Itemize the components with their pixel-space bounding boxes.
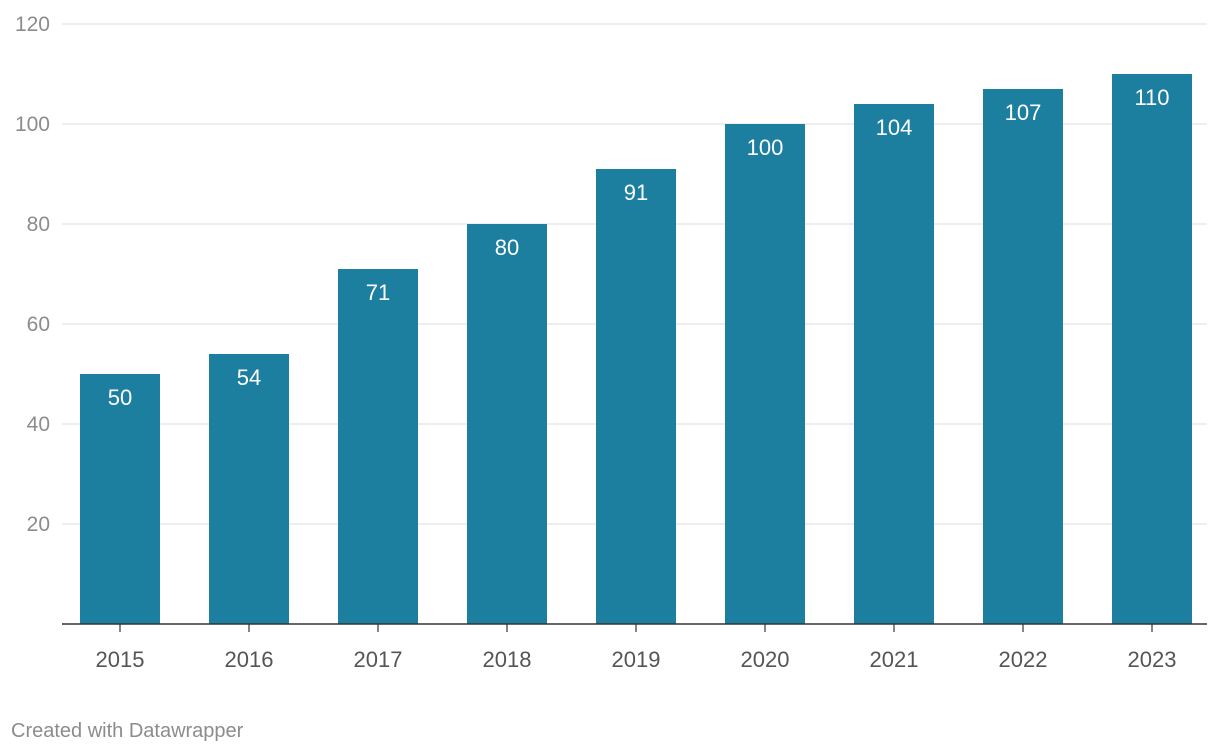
x-axis-tick-labels: 2015 2016 2017 2018 2019 2020 2021 2022 2023: [96, 647, 1177, 672]
bar: [983, 89, 1063, 624]
bar-value-label: 80: [495, 235, 519, 260]
bar-value-label: 50: [108, 385, 132, 410]
x-tick-label: 2022: [999, 647, 1048, 672]
bar-value-label: 91: [624, 180, 648, 205]
bar: [338, 269, 418, 624]
y-tick-label: 20: [27, 513, 50, 536]
x-tick-label: 2016: [225, 647, 274, 672]
bar: [209, 354, 289, 624]
y-tick-label: 80: [27, 213, 50, 236]
bar: [1112, 74, 1192, 624]
y-tick-label: 120: [15, 13, 50, 36]
bar-value-label: 104: [876, 115, 913, 140]
x-tick-label: 2021: [870, 647, 919, 672]
bar-value-label: 54: [237, 365, 261, 390]
x-tick-label: 2020: [741, 647, 790, 672]
bars: [80, 74, 1192, 624]
bar: [854, 104, 934, 624]
bar-value-label: 110: [1134, 85, 1169, 110]
y-axis-tick-labels: 20 40 60 80 100 120: [15, 13, 50, 536]
bar: [467, 224, 547, 624]
bar: [725, 124, 805, 624]
y-tick-label: 60: [27, 313, 50, 336]
bar-value-label: 107: [1005, 100, 1042, 125]
y-tick-label: 40: [27, 413, 50, 436]
bar-value-label: 71: [366, 280, 390, 305]
y-tick-label: 100: [15, 113, 50, 136]
x-tick-label: 2019: [612, 647, 661, 672]
x-tick-label: 2018: [483, 647, 532, 672]
bar: [596, 169, 676, 624]
bar: [80, 374, 160, 624]
x-tick-label: 2017: [354, 647, 403, 672]
bar-value-labels: 50 54 71 80 91 100 104 107 110: [108, 85, 1170, 410]
x-tick-label: 2023: [1128, 647, 1177, 672]
bar-value-label: 100: [747, 135, 784, 160]
x-tick-label: 2015: [96, 647, 145, 672]
footer-credit: Created with Datawrapper: [11, 720, 244, 742]
x-axis-ticks: [119, 624, 1153, 632]
